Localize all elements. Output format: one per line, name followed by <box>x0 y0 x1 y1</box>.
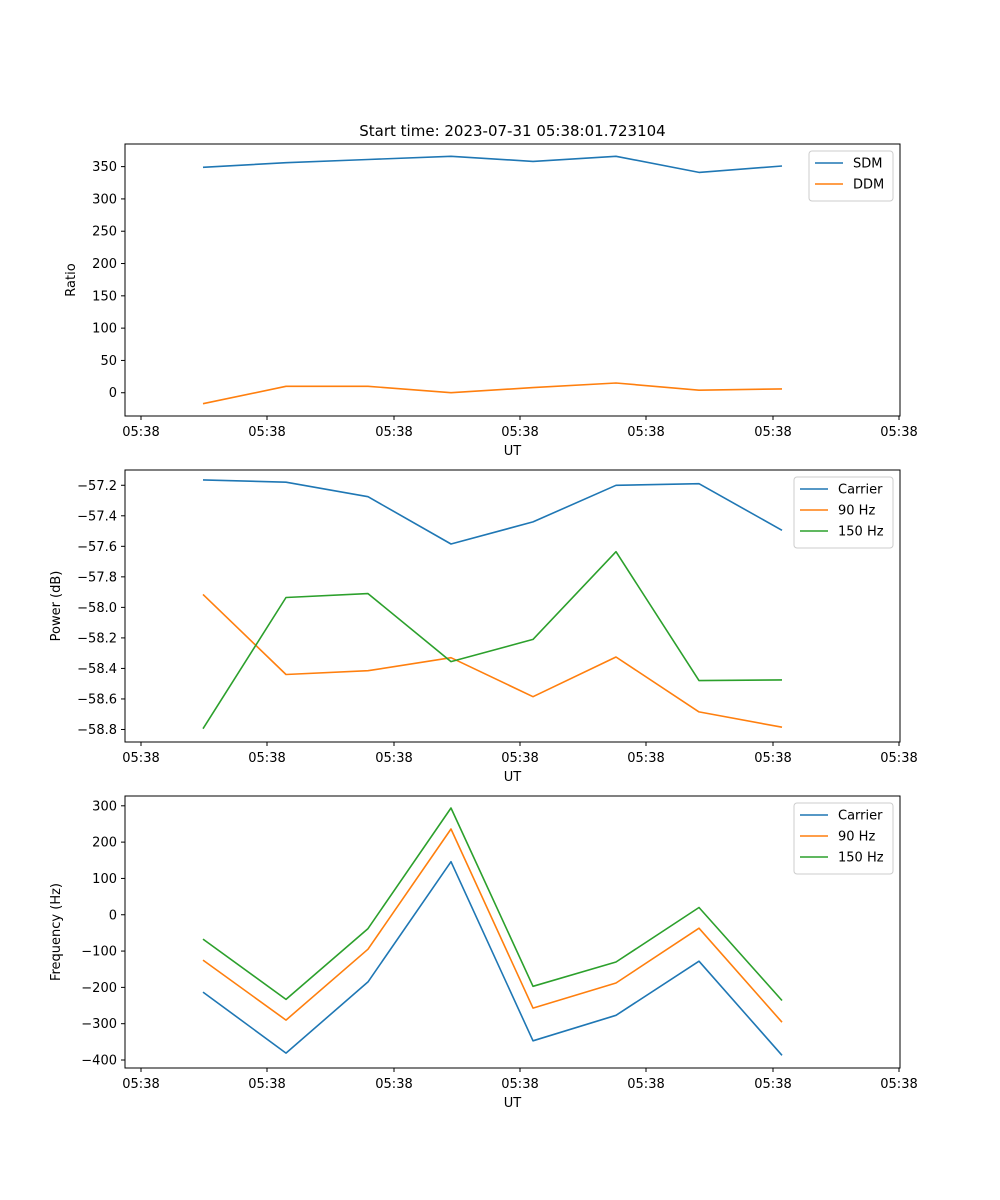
y-tick-label: −58.4 <box>77 662 117 677</box>
y-axis-label: Ratio <box>64 263 79 296</box>
axes-frame <box>124 795 901 1069</box>
x-tick-label: 05:38 <box>627 1077 664 1092</box>
x-tick-label: 05:38 <box>122 751 159 766</box>
x-tick-label: 05:38 <box>627 425 664 440</box>
x-axis-label: UT <box>504 770 522 785</box>
axes-frame <box>124 143 901 417</box>
y-tick-label: −57.6 <box>77 540 117 555</box>
legend-label: 90 Hz <box>838 830 875 845</box>
y-tick-label: 300 <box>92 799 117 814</box>
y-tick-label: 200 <box>92 836 117 851</box>
x-tick-label: 05:38 <box>501 425 538 440</box>
y-tick-label: −57.2 <box>77 479 117 494</box>
legend-label: 150 Hz <box>838 525 884 540</box>
series-line-150-hz <box>202 550 783 730</box>
y-tick-label: −400 <box>81 1054 117 1069</box>
y-axis-label: Power (dB) <box>49 571 64 642</box>
x-tick-label: 05:38 <box>375 1077 412 1092</box>
y-axis-label: Frequency (Hz) <box>49 883 64 981</box>
legend-label: SDM <box>853 157 882 172</box>
axes-frame <box>124 469 901 743</box>
y-tick-label: 150 <box>92 289 117 304</box>
chart-panel-1: 0 50 100 150 200 250 300 350 05:38 05:38 05:38 05:3… <box>64 143 918 459</box>
y-tick-label: 100 <box>92 322 117 337</box>
y-tick-label: −58.8 <box>77 723 117 738</box>
figure-title: Start time: 2023-07-31 05:38:01.723104 <box>359 122 665 140</box>
y-tick-label: 350 <box>92 160 117 175</box>
series-line-90-hz <box>202 828 783 1023</box>
x-axis-label: UT <box>504 1096 522 1111</box>
x-tick-label: 05:38 <box>754 1077 791 1092</box>
legend-label: DDM <box>853 178 884 193</box>
y-tick-label: −58.6 <box>77 692 117 707</box>
y-tick-label: 200 <box>92 257 117 272</box>
x-tick-label: 05:38 <box>375 425 412 440</box>
x-tick-label: 05:38 <box>248 425 285 440</box>
x-tick-label: 05:38 <box>880 751 917 766</box>
y-tick-label: 250 <box>92 225 117 240</box>
x-tick-label: 05:38 <box>122 1077 159 1092</box>
legend: Carrier 90 Hz 150 Hz <box>793 802 894 875</box>
panels: 0 50 100 150 200 250 300 350 05:38 05:38 05:38 05:3… <box>49 143 918 1111</box>
x-tick-label: 05:38 <box>501 751 538 766</box>
x-tick-label: 05:38 <box>627 751 664 766</box>
legend-label: 90 Hz <box>838 504 875 519</box>
series-line-150-hz <box>202 807 783 1002</box>
legend-label: Carrier <box>838 483 883 498</box>
x-tick-label: 05:38 <box>754 751 791 766</box>
y-tick-label: −300 <box>81 1017 117 1032</box>
x-tick-label: 05:38 <box>754 425 791 440</box>
x-tick-label: 05:38 <box>375 751 412 766</box>
chart-panel-3: −400 −300 −200 −100 0 100 200 300 05:38 05:38 05:3… <box>49 795 918 1111</box>
y-tick-label: −58.2 <box>77 631 117 646</box>
series-line-sdm <box>202 155 783 174</box>
series-line-carrier <box>202 860 783 1056</box>
y-tick-label: 100 <box>92 872 117 887</box>
x-tick-label: 05:38 <box>248 1077 285 1092</box>
x-axis-label: UT <box>504 444 522 459</box>
series-line-ddm <box>202 382 783 405</box>
y-tick-label: 0 <box>109 386 117 401</box>
y-tick-label: −58.0 <box>77 601 117 616</box>
y-tick-label: 50 <box>100 354 117 369</box>
y-tick-label: −57.8 <box>77 570 117 585</box>
chart-panel-2: −58.8 −58.6 −58.4 −58.2 −58.0 −57.8 −57.6 −57.4… <box>49 469 918 785</box>
x-tick-label: 05:38 <box>122 425 159 440</box>
y-tick-label: −100 <box>81 945 117 960</box>
legend-label: Carrier <box>838 809 883 824</box>
legend-label: 150 Hz <box>838 851 884 866</box>
x-tick-label: 05:38 <box>880 1077 917 1092</box>
y-tick-label: −57.4 <box>77 509 117 524</box>
legend: SDM DDM <box>808 150 894 202</box>
x-tick-label: 05:38 <box>248 751 285 766</box>
x-tick-label: 05:38 <box>880 425 917 440</box>
series-line-90-hz <box>202 593 783 728</box>
y-tick-label: −200 <box>81 981 117 996</box>
y-tick-label: 0 <box>109 908 117 923</box>
y-tick-label: 300 <box>92 192 117 207</box>
legend: Carrier 90 Hz 150 Hz <box>793 476 894 549</box>
x-tick-label: 05:38 <box>501 1077 538 1092</box>
series-line-carrier <box>202 479 783 545</box>
